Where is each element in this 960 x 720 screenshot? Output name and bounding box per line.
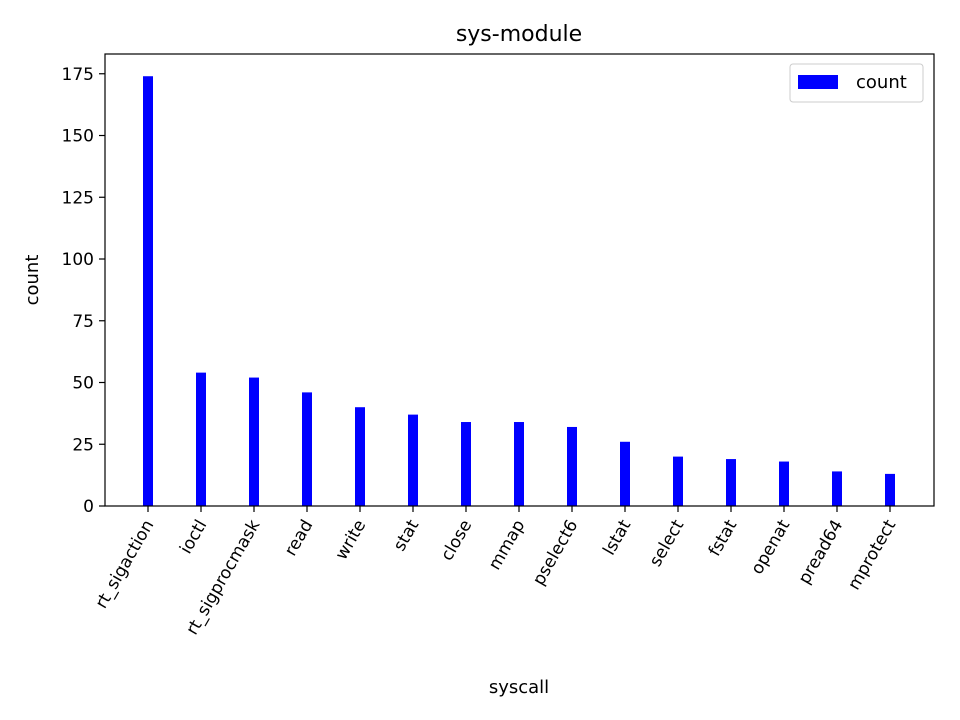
bar-select [673,456,683,506]
x-tick-label: rt_sigaction [92,517,159,613]
x-tick-label: ioctl [176,517,211,558]
bar-mprotect [885,473,895,506]
x-tick-label: pselect6 [529,517,582,589]
x-tick-label: fstat [705,516,742,560]
legend-swatch [798,75,838,89]
x-tick-label: lstat [599,516,635,559]
bar-fstat [726,459,736,506]
y-tick-label: 150 [62,127,94,147]
x-tick-label: openat [747,516,794,578]
bar-rt_sigaction [143,76,153,507]
x-tick-label: pread64 [795,517,848,588]
bar-read [302,392,312,506]
x-tick-label: close [437,517,476,565]
legend-label: count [856,72,907,93]
x-tick-label: read [281,517,317,560]
x-tick-label: mprotect [844,516,900,593]
bars-group [143,76,895,507]
x-axis-label: syscall [489,677,549,698]
y-axis-ticks: 0 25 50 75 100 125 150 175 [62,65,105,517]
y-tick-label: 175 [62,65,94,85]
chart-title: sys-module [456,22,582,47]
bar-rt_sigprocmask [249,377,259,506]
y-axis-label: count [22,255,43,306]
bar-ioctl [196,372,206,506]
legend-box [789,63,924,103]
y-tick-label: 0 [83,497,94,517]
x-tick-label: mmap [485,517,529,574]
bar-lstat [620,441,630,506]
bar-pselect6 [567,426,577,506]
y-tick-label: 50 [72,374,94,394]
bar-close [461,422,471,506]
bar-stat [408,414,418,506]
bar-write [355,407,365,506]
x-tick-label: stat [390,516,424,555]
y-tick-label: 25 [72,435,94,455]
legend: count [789,63,924,103]
x-tick-label: write [332,517,371,564]
bar-pread64 [832,471,842,506]
y-tick-label: 125 [62,188,94,208]
y-tick-label: 100 [62,250,94,270]
bar-mmap [514,422,524,506]
y-tick-label: 75 [72,312,94,332]
x-tick-label: select [646,516,689,570]
bar-openat [779,461,789,506]
